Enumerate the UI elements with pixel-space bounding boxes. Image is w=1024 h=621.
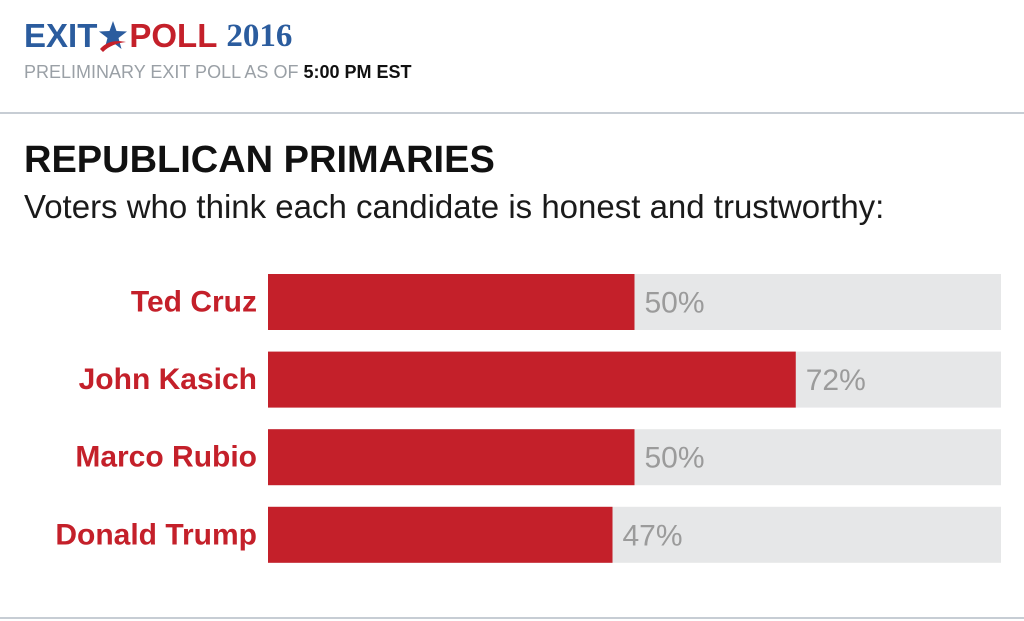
logo-year: 2016 — [226, 18, 293, 54]
as-of-line: PRELIMINARY EXIT POLL AS OF 5:00 PM EST — [24, 60, 412, 84]
bar — [268, 429, 635, 486]
category-label: Marco Rubio — [75, 441, 257, 474]
bar — [268, 274, 635, 330]
category-label: Ted Cruz — [131, 286, 257, 319]
bar — [268, 351, 796, 408]
as-of-prefix: PRELIMINARY EXIT POLL AS OF — [24, 62, 304, 82]
bar — [268, 506, 613, 563]
footer-divider — [0, 617, 1024, 619]
category-label: John Kasich — [79, 363, 257, 396]
value-label: 50% — [645, 442, 705, 475]
as-of-time: 5:00 PM EST — [303, 62, 412, 82]
logo-word-exit: EXIT — [24, 17, 98, 54]
chart-subtitle: Voters who think each candidate is hones… — [24, 188, 885, 225]
value-label: 50% — [645, 287, 705, 320]
logo-word-poll: POLL — [129, 17, 218, 54]
value-label: 72% — [806, 364, 866, 397]
header-divider — [0, 112, 1024, 114]
exit-poll-logo: EXIT POLL 2016 — [24, 14, 292, 58]
category-label: Donald Trump — [55, 518, 257, 551]
value-label: 47% — [623, 519, 683, 552]
star-icon — [99, 21, 128, 52]
chart-title: REPUBLICAN PRIMARIES — [24, 139, 495, 181]
